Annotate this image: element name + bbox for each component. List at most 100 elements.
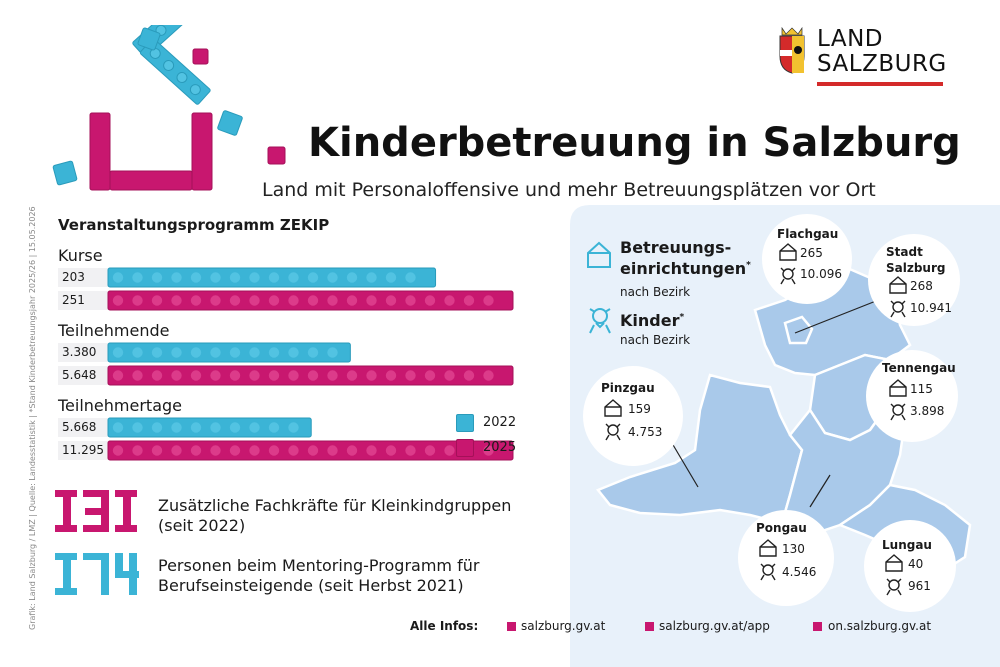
- footer-link-3[interactable]: on.salzburg.gv.at: [828, 619, 932, 633]
- district-circle-tennengau: [866, 350, 958, 442]
- district-children-lungau: 961: [908, 579, 931, 593]
- map-region-stadt: [783, 315, 814, 345]
- bar-stud: [249, 347, 260, 358]
- footer-link-1[interactable]: salzburg.gv.at: [521, 619, 606, 633]
- district-circle-flachgau: [762, 214, 852, 304]
- bar-stud: [405, 370, 416, 381]
- bar-stud: [463, 295, 475, 306]
- legend-children: Kinder*: [620, 311, 685, 330]
- lego-house-icon: [52, 25, 286, 191]
- bar-stud: [171, 272, 182, 283]
- legend-children-sub: nach Bezirk: [620, 333, 691, 347]
- footer-label: Alle Infos:: [410, 619, 479, 633]
- bar-stud: [229, 422, 241, 433]
- bar-stud: [210, 272, 221, 283]
- house-icon: [759, 539, 777, 557]
- footer-link-2[interactable]: salzburg.gv.at/app: [659, 619, 770, 633]
- district-name-salzburg: Salzburg: [886, 261, 946, 275]
- bar-stud: [405, 445, 416, 456]
- bar-stud: [268, 422, 280, 433]
- bar-stud: [132, 295, 143, 306]
- child-icon-limbs: [780, 267, 796, 285]
- bar-stud: [171, 295, 182, 306]
- bar-stud: [210, 445, 221, 456]
- bar-stud: [210, 370, 221, 381]
- legend-facilities-line2: einrichtungen*: [620, 259, 751, 278]
- bar-stud: [288, 370, 299, 381]
- house-icon: [604, 399, 622, 417]
- bar-stud: [288, 347, 299, 358]
- district-facilities-pinzgau: 159: [628, 402, 651, 416]
- district-name-stadt: Stadt: [886, 245, 923, 259]
- bar-stud: [151, 347, 163, 358]
- logo-underline: [817, 82, 943, 86]
- group-label-teilnehmende: Teilnehmende: [58, 321, 170, 340]
- bar-stud: [288, 272, 299, 283]
- district-facilities-stadt-salzburg: 268: [910, 279, 933, 293]
- bar-value-teilnehmende-2022: 3.380: [58, 343, 108, 362]
- district-children-stadt-salzburg: 10.941: [910, 301, 952, 315]
- bar-stud: [112, 272, 124, 283]
- bar-stud: [132, 422, 143, 433]
- bar-teilnehmende-2022: [107, 342, 351, 363]
- footer-bullet-2: [645, 622, 654, 631]
- bar-stud: [288, 445, 299, 456]
- bar-stud: [366, 445, 377, 456]
- house-icon: [587, 241, 611, 268]
- bar-stud: [307, 347, 319, 358]
- stat-text-174-line2: Berufseinsteigende (seit Herbst 2021): [158, 576, 464, 595]
- bar-value-teilnehmende-2025: 5.648: [58, 366, 108, 385]
- district-children-pinzgau: 4.753: [628, 425, 663, 439]
- bar-stud: [405, 295, 416, 306]
- district-children-tennengau: 3.898: [910, 404, 945, 418]
- bar-stud: [249, 370, 260, 381]
- bar-stud: [424, 445, 436, 456]
- child-icon: [762, 564, 774, 576]
- bar-stud: [346, 272, 358, 283]
- bar-stud: [132, 370, 143, 381]
- bar-stud: [132, 347, 143, 358]
- stat-text-174-line1: Personen beim Mentoring-Programm für: [158, 556, 480, 575]
- legend-swatch-2022: [456, 414, 474, 432]
- bar-stud: [112, 445, 124, 456]
- bar-stud: [405, 272, 416, 283]
- bar-stud: [171, 422, 182, 433]
- bar-stud: [151, 422, 163, 433]
- house-icon: [779, 243, 797, 261]
- child-icon: [892, 404, 904, 416]
- bar-stud: [190, 422, 202, 433]
- bar-stud: [190, 272, 202, 283]
- bar-stud: [268, 370, 280, 381]
- bar-stud: [444, 445, 455, 456]
- child-icon: [888, 579, 900, 591]
- child-icon-limbs: [890, 403, 906, 421]
- stat-text-131-line2: (seit 2022): [158, 516, 246, 535]
- district-circle-pongau: [738, 510, 834, 606]
- child-icon-limbs: [605, 423, 621, 441]
- district-facilities-pongau: 130: [782, 542, 805, 556]
- bar-stud: [268, 445, 280, 456]
- bar-stud: [229, 272, 241, 283]
- child-icon: [607, 424, 619, 436]
- bar-stud: [229, 370, 241, 381]
- page-title: Kinderbetreuung in Salzburg: [308, 120, 961, 166]
- child-icon: [782, 268, 794, 280]
- bar-stud: [288, 295, 299, 306]
- bar-stud: [112, 347, 124, 358]
- bar-stud: [210, 422, 221, 433]
- stat-number-174: [55, 553, 139, 595]
- bar-stud: [424, 295, 436, 306]
- legend-label-2022: 2022: [483, 415, 517, 430]
- bar-stud: [346, 445, 358, 456]
- bar-stud: [190, 295, 202, 306]
- footer-bullet-1: [507, 622, 516, 631]
- coat-of-arms-icon: [779, 26, 805, 74]
- district-circle-stadt-salzburg: [868, 234, 960, 326]
- bar-stud: [366, 272, 377, 283]
- child-icon-limbs: [886, 578, 902, 596]
- bar-stud: [366, 370, 377, 381]
- logo-text-land: LAND: [817, 26, 883, 52]
- child-icon: [589, 308, 611, 334]
- legend-facilities-line1: Betreuungs-: [620, 238, 732, 257]
- bar-stud: [366, 295, 377, 306]
